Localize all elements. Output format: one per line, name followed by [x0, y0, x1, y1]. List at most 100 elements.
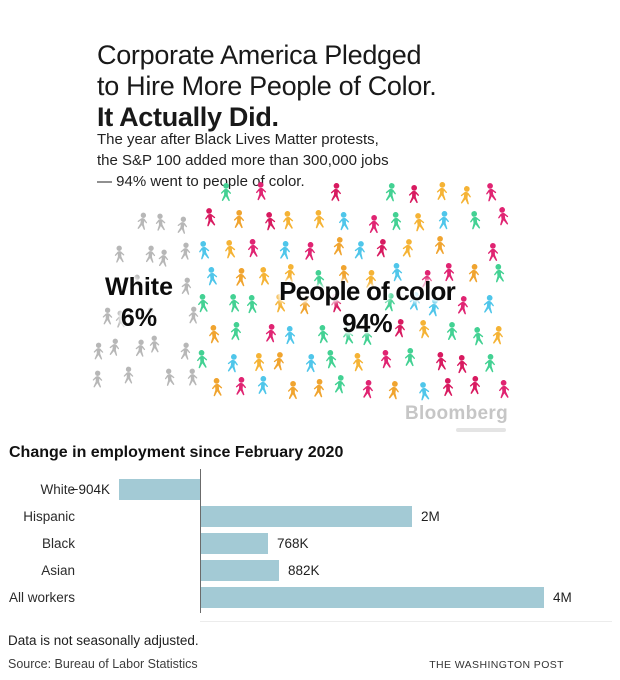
- person-icon: [123, 366, 134, 384]
- person-icon: [361, 379, 374, 399]
- bar-row: Asian 882K: [0, 557, 620, 584]
- publisher-credit: THE WASHINGTON POST: [429, 659, 564, 671]
- person-icon: [226, 353, 240, 373]
- person-icon: [324, 349, 337, 369]
- person-icon: [353, 240, 367, 260]
- subheadline: The year after Black Lives Matter protes…: [97, 129, 389, 192]
- person-icon: [368, 214, 380, 233]
- bar: [119, 479, 200, 500]
- bar-category-label: All workers: [8, 590, 75, 605]
- person-icon: [176, 215, 188, 235]
- person-icon: [114, 245, 125, 263]
- bar-row: Hispanic 2M: [0, 503, 620, 530]
- poc-group-label: People of color 94%: [216, 275, 518, 339]
- person-icon: [263, 211, 277, 231]
- poc-group-percent: 94%: [342, 308, 392, 338]
- bar-chart: White −904K Hispanic 2M Black 768K Asian 882K Al…: [0, 469, 620, 622]
- white-group-name: White: [104, 273, 174, 301]
- person-icon: [282, 210, 295, 230]
- bar-value-label: −904K: [70, 482, 110, 497]
- person-icon: [375, 238, 389, 258]
- person-icon: [154, 212, 166, 231]
- subheadline-line-3: — 94% went to people of color.: [97, 173, 305, 190]
- bloomberg-logo: Bloomberg: [405, 403, 508, 424]
- person-icon: [387, 380, 401, 400]
- person-icon: [436, 181, 448, 201]
- bar-category-label: Hispanic: [23, 509, 75, 524]
- person-icon: [136, 212, 149, 231]
- person-icon: [390, 211, 402, 231]
- person-icon: [203, 207, 217, 227]
- person-icon: [257, 375, 269, 395]
- bar-row: White −904K: [0, 476, 620, 503]
- person-icon: [272, 351, 286, 371]
- bar-value-label: 2M: [421, 509, 440, 524]
- subheadline-line-2: the S&P 100 added more than 300,000 jobs: [97, 152, 389, 169]
- person-icon: [498, 379, 510, 398]
- person-icon: [235, 376, 247, 396]
- person-icon: [92, 370, 103, 388]
- bloomberg-watermark-smudge: [456, 428, 506, 432]
- person-icon: [468, 209, 481, 230]
- person-icon: [247, 238, 259, 257]
- person-icon: [412, 212, 426, 232]
- person-icon: [435, 351, 447, 371]
- person-icon: [438, 210, 451, 230]
- person-icon: [484, 353, 496, 373]
- person-icon: [197, 293, 210, 313]
- chart-title: Change in employment since February 2020: [9, 444, 344, 461]
- bar: [201, 533, 268, 554]
- bar-row: All workers 4M: [0, 584, 620, 611]
- person-icon: [233, 209, 245, 228]
- person-icon: [313, 209, 326, 229]
- person-icon: [196, 349, 208, 369]
- bar-value-label: 882K: [288, 563, 320, 578]
- person-icon: [210, 378, 223, 397]
- person-icon: [163, 367, 176, 386]
- person-icon: [108, 337, 121, 356]
- person-icon: [496, 206, 509, 226]
- person-icon: [456, 354, 468, 373]
- person-icon: [469, 375, 481, 395]
- subheadline-line-1: The year after Black Lives Matter protes…: [97, 131, 379, 148]
- person-icon: [333, 374, 347, 394]
- bar: [201, 560, 279, 581]
- chart-source: Source: Bureau of Labor Statistics: [8, 657, 198, 671]
- person-icon: [401, 238, 415, 258]
- person-icon: [157, 248, 170, 267]
- person-icon: [179, 341, 192, 360]
- person-icon: [223, 239, 237, 259]
- person-icon: [487, 242, 499, 262]
- bar-category-label: Black: [41, 536, 75, 551]
- person-icon: [332, 236, 345, 256]
- zero-axis-line: [200, 469, 201, 613]
- bar: [201, 506, 412, 527]
- person-icon: [287, 381, 299, 400]
- person-icon: [180, 241, 191, 260]
- person-icon: [442, 378, 454, 397]
- poc-group-name: People of color: [279, 276, 456, 306]
- person-icon: [384, 182, 397, 202]
- person-icon: [330, 182, 342, 201]
- person-icon: [404, 347, 416, 367]
- person-icon: [134, 339, 147, 357]
- person-icon: [459, 184, 472, 205]
- person-icon: [197, 240, 211, 260]
- chart-baseline: [200, 621, 612, 622]
- person-icon: [305, 354, 317, 373]
- bar-category-label: White: [40, 482, 75, 497]
- white-group-percent: 6%: [120, 304, 158, 332]
- bar-category-label: Asian: [41, 563, 75, 578]
- person-icon: [408, 184, 419, 204]
- person-icon: [380, 349, 392, 369]
- white-group-label: White 6%: [82, 272, 196, 334]
- person-icon: [220, 183, 231, 202]
- person-icon: [149, 335, 161, 354]
- headline-line-1: Corporate America Pledged: [97, 40, 422, 71]
- headline-emphasis: It Actually Did.: [97, 102, 279, 133]
- person-icon: [253, 352, 265, 372]
- person-icon: [93, 342, 103, 360]
- person-icon: [278, 240, 291, 260]
- person-icon: [352, 352, 365, 371]
